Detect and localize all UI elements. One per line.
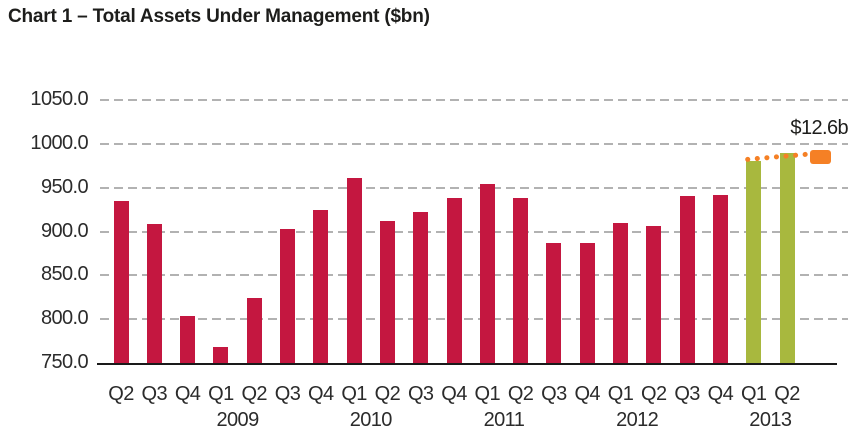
bar	[346, 178, 362, 363]
bar-highlight	[746, 161, 762, 363]
bar	[479, 184, 495, 363]
year-label: 2010	[349, 409, 393, 431]
x-tick-label: Q4	[174, 383, 201, 405]
bar-highlight	[779, 152, 795, 363]
x-tick-label: Q3	[407, 383, 434, 405]
x-tick-label: Q2	[507, 383, 534, 405]
y-tick-label: 900.0	[40, 219, 89, 242]
x-tick-label: Q1	[607, 383, 634, 405]
bar	[379, 220, 395, 363]
bar	[246, 298, 262, 363]
x-tick-label: Q1	[474, 383, 501, 405]
gridline	[100, 318, 848, 321]
bar	[712, 194, 728, 363]
x-tick-label: Q3	[141, 383, 168, 405]
year-label: 2012	[616, 409, 659, 431]
bar	[679, 196, 695, 363]
y-tick-label: 750.0	[40, 351, 89, 373]
bar	[446, 198, 462, 363]
x-tick-label: Q2	[774, 383, 800, 405]
bar	[413, 212, 429, 363]
bar	[146, 224, 162, 363]
x-tick-label: Q1	[341, 383, 367, 405]
x-tick-label: Q1	[208, 383, 234, 405]
x-axis-line	[97, 363, 837, 365]
y-tick-label: 950.0	[40, 175, 89, 198]
gridline	[100, 142, 848, 145]
bar	[213, 347, 229, 363]
gridline	[100, 186, 848, 189]
bar	[579, 242, 595, 363]
year-label: 2011	[483, 409, 525, 431]
x-tick-label: Q2	[641, 383, 667, 405]
x-tick-label: Q4	[574, 383, 600, 405]
x-tick-label: Q2	[108, 383, 134, 405]
x-tick-label: Q3	[541, 383, 567, 405]
year-label: 2009	[216, 409, 260, 431]
gridline	[100, 274, 848, 277]
bar	[113, 200, 129, 363]
y-tick-label: 1000.0	[30, 131, 88, 154]
x-tick-label: Q3	[674, 383, 700, 405]
year-label: 2013	[749, 409, 792, 431]
gridline	[100, 99, 848, 101]
x-tick-label: Q3	[274, 383, 301, 405]
bar	[613, 222, 628, 363]
bar	[180, 315, 196, 363]
annotation-marker	[809, 149, 831, 164]
bar	[646, 226, 662, 363]
bar	[280, 228, 295, 363]
annotation-label: $12.6b	[790, 116, 848, 139]
gridline	[100, 230, 848, 233]
x-tick-label: Q4	[707, 383, 734, 405]
x-tick-label: Q2	[374, 383, 401, 405]
bar	[513, 198, 529, 363]
bar	[313, 210, 329, 363]
y-tick-label: 1050.0	[30, 88, 88, 110]
y-tick-label: 850.0	[40, 263, 89, 286]
x-tick-label: Q1	[740, 383, 767, 405]
chart-title: Chart 1 – Total Assets Under Management …	[8, 6, 430, 27]
x-tick-label: Q4	[308, 383, 334, 405]
x-tick-label: Q2	[241, 383, 267, 405]
y-tick-label: 800.0	[40, 307, 89, 330]
bar	[546, 242, 562, 363]
x-tick-label: Q4	[441, 383, 467, 405]
